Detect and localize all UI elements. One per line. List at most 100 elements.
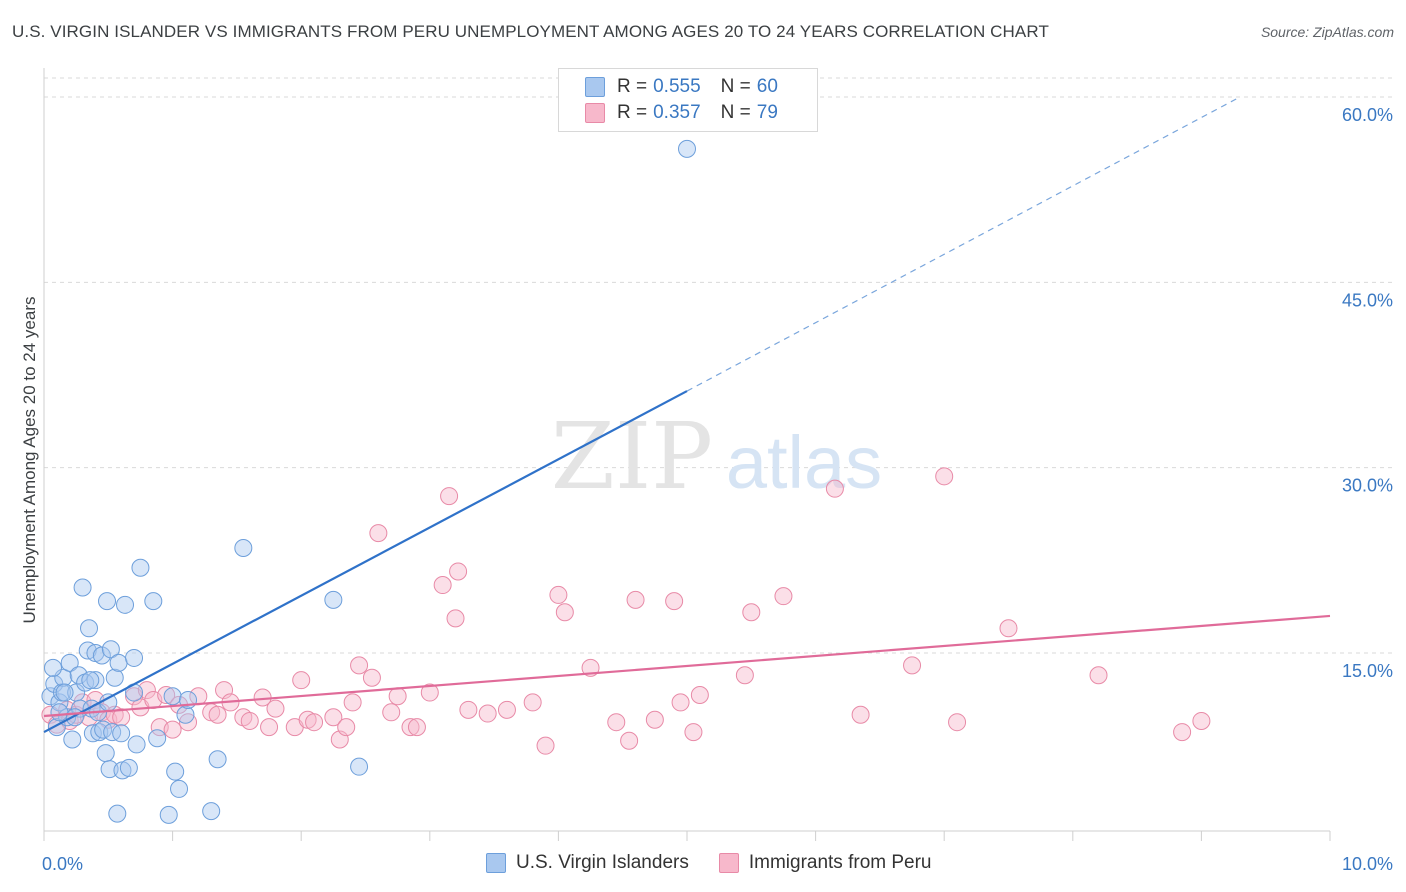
- point-peru: [260, 718, 279, 737]
- point-virgin-islanders: [202, 802, 221, 821]
- point-peru: [388, 687, 407, 706]
- point-virgin-islanders: [99, 693, 118, 712]
- point-peru: [382, 703, 401, 722]
- point-virgin-islanders: [60, 653, 79, 672]
- point-peru: [948, 713, 967, 732]
- point-peru: [1192, 711, 1211, 730]
- point-peru: [665, 592, 684, 611]
- point-virgin-islanders: [208, 750, 227, 769]
- legend-label: U.S. Virgin Islanders: [516, 852, 689, 873]
- point-peru: [1089, 666, 1108, 685]
- legend-item-peru[interactable]: Immigrants from Peru: [718, 852, 932, 874]
- point-peru: [671, 693, 690, 712]
- point-peru: [1173, 723, 1192, 742]
- point-virgin-islanders: [80, 619, 99, 638]
- point-virgin-islanders: [324, 590, 343, 609]
- point-virgin-islanders: [109, 653, 128, 672]
- point-peru: [343, 693, 362, 712]
- point-virgin-islanders: [125, 648, 144, 667]
- point-peru: [440, 487, 459, 506]
- point-virgin-islanders: [112, 724, 131, 743]
- point-virgin-islanders: [44, 658, 63, 677]
- point-virgin-islanders: [119, 758, 138, 777]
- n-label: N =: [720, 76, 751, 97]
- legend-swatch-blue: [486, 853, 506, 873]
- point-virgin-islanders: [350, 757, 369, 776]
- point-virgin-islanders: [163, 687, 182, 706]
- point-peru: [478, 704, 497, 723]
- trendline-virgin-islanders: [43, 390, 688, 734]
- point-virgin-islanders: [144, 592, 163, 611]
- legend-swatch-pink: [718, 853, 739, 873]
- n-value: 79: [756, 102, 778, 123]
- point-peru: [903, 656, 922, 675]
- point-virgin-islanders: [116, 595, 135, 614]
- axes: [43, 68, 1331, 841]
- point-virgin-islanders: [76, 673, 95, 692]
- point-virgin-islanders: [98, 592, 117, 611]
- point-virgin-islanders: [234, 538, 253, 557]
- point-virgin-islanders: [55, 683, 74, 702]
- point-peru: [735, 666, 754, 685]
- legend-label: Immigrants from Peru: [748, 852, 932, 873]
- point-virgin-islanders: [83, 724, 102, 743]
- source-note: Source: ZipAtlas.com: [1260, 24, 1394, 40]
- point-peru: [645, 710, 664, 729]
- point-virgin-islanders: [63, 730, 82, 749]
- tick-labels: 15.0% 30.0% 45.0% 60.0% 0.0% 10.0%: [42, 105, 1393, 874]
- point-virgin-islanders: [127, 735, 146, 754]
- y-tick-label: 30.0%: [1342, 476, 1393, 496]
- point-peru: [401, 718, 420, 737]
- point-peru: [555, 603, 574, 622]
- point-peru: [240, 711, 259, 730]
- point-peru: [337, 718, 356, 737]
- point-peru: [446, 609, 465, 628]
- point-peru: [742, 603, 761, 622]
- y-tick-label: 15.0%: [1342, 661, 1393, 681]
- point-peru: [163, 720, 182, 739]
- point-virgin-islanders: [170, 779, 189, 798]
- y-tick-label: 60.0%: [1342, 105, 1393, 125]
- grid-lines: [44, 77, 1394, 654]
- point-virgin-islanders: [86, 671, 105, 690]
- point-virgin-islanders: [96, 744, 115, 763]
- legend-row-virgin-islanders: R = 0.555 N = 60: [585, 75, 778, 99]
- watermark: ZIP atlas: [551, 403, 882, 510]
- correlation-legend: R = 0.555 N = 60 R = 0.357 N = 79: [558, 68, 818, 132]
- x-tick-label: 0.0%: [42, 854, 83, 874]
- point-peru: [549, 585, 568, 604]
- point-virgin-islanders: [678, 139, 696, 158]
- point-peru: [935, 467, 954, 486]
- point-peru: [112, 708, 131, 727]
- point-peru: [851, 705, 870, 724]
- point-virgin-islanders: [81, 671, 100, 690]
- point-virgin-islanders: [176, 705, 195, 724]
- point-peru: [459, 700, 478, 719]
- point-peru: [999, 619, 1018, 638]
- legend-item-virgin-islanders[interactable]: U.S. Virgin Islanders: [486, 852, 689, 874]
- point-peru: [369, 524, 388, 543]
- point-peru: [179, 713, 198, 732]
- point-peru: [684, 723, 703, 742]
- point-virgin-islanders: [148, 729, 167, 748]
- point-virgin-islanders: [50, 703, 69, 722]
- point-virgin-islanders: [73, 578, 92, 597]
- data-points: [41, 139, 1211, 824]
- point-virgin-islanders: [92, 646, 111, 665]
- watermark-atlas: atlas: [726, 421, 882, 504]
- point-peru: [266, 699, 285, 718]
- point-peru: [420, 683, 439, 702]
- point-peru: [626, 590, 645, 609]
- trendline-peru: [43, 614, 1331, 718]
- point-peru: [208, 705, 227, 724]
- y-axis-label: Unemployment Among Ages 20 to 24 years: [20, 296, 39, 624]
- r-label: R =: [617, 102, 648, 123]
- point-peru: [407, 718, 426, 737]
- point-peru: [536, 736, 555, 755]
- point-peru: [433, 576, 452, 595]
- point-peru: [449, 562, 468, 581]
- legend-row-peru: R = 0.357 N = 79: [585, 101, 778, 125]
- point-peru: [350, 656, 369, 675]
- point-peru: [607, 713, 626, 732]
